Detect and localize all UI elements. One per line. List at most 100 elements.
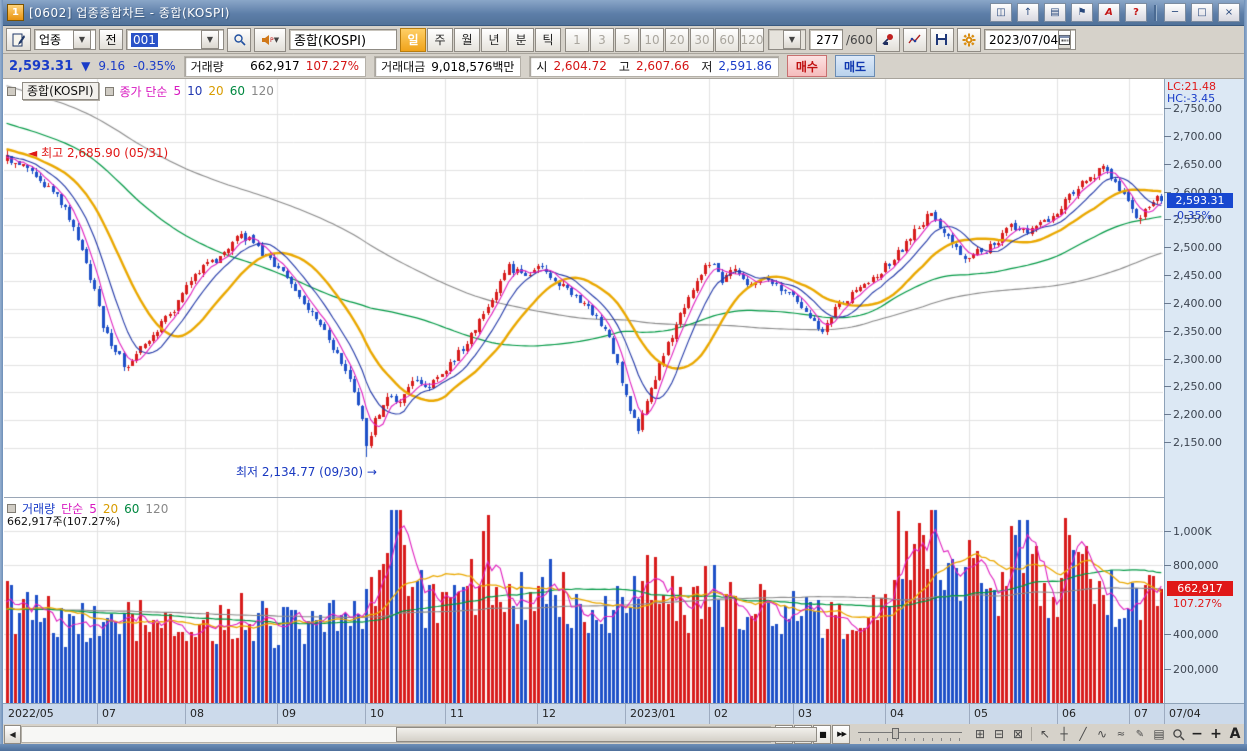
zoom-in-icon[interactable]: + — [1210, 726, 1222, 742]
drag-handle-icon[interactable] — [104, 86, 114, 96]
calendar-icon[interactable] — [1058, 30, 1072, 49]
zigzag-tool-icon[interactable]: ∿ — [1096, 727, 1108, 741]
scroll-left-button[interactable]: ◀ — [4, 724, 22, 744]
value-amount: 9,018,576백만 — [431, 59, 515, 74]
code-input[interactable]: 001 ▼ — [126, 29, 224, 50]
pane-separator — [4, 497, 1164, 498]
slider-track — [858, 731, 962, 733]
chevron-down-icon[interactable]: ▼ — [73, 30, 91, 49]
volume-tick-label: 1,000K — [1164, 525, 1212, 538]
settings-button[interactable] — [956, 27, 981, 52]
volume-series-label: 거래량 — [22, 502, 56, 516]
crosshair-tool-icon[interactable]: ┼ — [1060, 727, 1068, 741]
interval-120-button[interactable]: 120 — [740, 27, 764, 52]
interval-10-button[interactable]: 10 — [640, 27, 664, 52]
interval-select-disabled: ▼ — [768, 29, 806, 50]
x-tick-label: 03 — [793, 704, 885, 724]
series-title-button[interactable]: 종합(KOSPI) — [22, 82, 99, 100]
x-tick-label: 07 — [97, 704, 185, 724]
sell-button[interactable]: 매도 — [834, 55, 876, 77]
copy-screen-icon[interactable]: ▤ — [1044, 3, 1066, 22]
ma120-legend: 120 — [250, 84, 274, 98]
zoom-tool-icon[interactable] — [1170, 726, 1186, 742]
pattern-tool-icon[interactable]: ≈ — [1116, 728, 1126, 740]
annotate-tool-icon[interactable]: ✎ — [1135, 728, 1145, 740]
period-year-button[interactable]: 년 — [481, 27, 507, 52]
scrollbar-thumb[interactable] — [396, 726, 818, 742]
current-volume-badge: 662,917 — [1167, 581, 1233, 596]
drag-handle-icon[interactable] — [7, 86, 16, 96]
time-axis[interactable]: 2022/05 07 08 09 10 11 12 2023/01 02 03 … — [3, 703, 1244, 724]
period-day-button[interactable]: 일 — [400, 27, 426, 52]
font-setting-icon[interactable]: A — [1098, 3, 1120, 22]
interval-3-button[interactable]: 3 — [590, 27, 614, 52]
trendline-tool-icon[interactable]: ╱ — [1079, 727, 1087, 741]
chart-note-button[interactable] — [6, 28, 31, 51]
interval-20-button[interactable]: 20 — [665, 27, 689, 52]
compare-tool-button[interactable] — [875, 27, 900, 52]
stop-button[interactable]: ■ — [813, 724, 832, 744]
current-price: 2,593.31 — [9, 58, 74, 74]
main-chart-canvas[interactable] — [4, 79, 1163, 497]
x-tick-label: 08 — [185, 704, 277, 724]
period-month-button[interactable]: 월 — [454, 27, 480, 52]
chart-scrollbar[interactable] — [21, 725, 818, 743]
zoom-out-icon[interactable]: − — [1191, 726, 1203, 742]
floppy-icon — [936, 34, 948, 45]
speed-slider[interactable] — [858, 726, 962, 743]
forward-button[interactable]: ▶▶ — [832, 724, 851, 744]
window-number-icon: 1 — [7, 4, 24, 21]
minute-interval-group: 1 3 5 10 20 30 60 120 — [565, 27, 765, 52]
close-button[interactable]: × — [1218, 3, 1240, 22]
x-tick-label: 11 — [445, 704, 537, 724]
minimize-button[interactable]: ─ — [1164, 3, 1186, 22]
prev-button[interactable]: 전 — [99, 29, 123, 50]
drag-handle-icon[interactable] — [7, 504, 16, 513]
roll-up-icon[interactable]: ↑ — [1017, 3, 1039, 22]
price-tick-label: 2,700.00 — [1164, 130, 1222, 143]
help-icon[interactable]: ? — [1125, 3, 1147, 22]
index-name-field: 종합(KOSPI) — [289, 29, 397, 50]
date-field[interactable]: 2023/07/04 — [983, 29, 1076, 50]
category-select[interactable]: 업종 ▼ — [34, 29, 96, 50]
gear-icon — [962, 33, 976, 46]
buy-button[interactable]: 매수 — [786, 55, 827, 77]
speaker-icon: P — [261, 34, 274, 45]
interval-60-button[interactable]: 60 — [715, 27, 739, 52]
price-change-pct: -0.35% — [133, 59, 176, 73]
vol-ma60-legend: 60 — [124, 501, 140, 516]
period-minute-button[interactable]: 분 — [508, 27, 534, 52]
chart-image-icon[interactable]: ▤ — [1153, 727, 1165, 741]
x-tick-label: 04 — [885, 704, 969, 724]
window-cascade-icon[interactable]: ⊞ — [974, 727, 986, 741]
volume-label: 거래량 — [190, 59, 224, 74]
chevron-down-icon[interactable]: ▼ — [201, 30, 219, 49]
window-title: [0602] 업종종합차트 - 종합(KOSPI) — [29, 6, 230, 20]
split-view-icon[interactable]: ◫ — [990, 3, 1012, 22]
bar-count-input[interactable]: 277 — [809, 29, 843, 50]
interval-5-button[interactable]: 5 — [615, 27, 639, 52]
pin-icon[interactable]: ⚑ — [1071, 3, 1093, 22]
capture-region-icon[interactable]: ⊠ — [1012, 727, 1024, 741]
period-week-button[interactable]: 주 — [427, 27, 453, 52]
volume-chart-canvas[interactable] — [4, 498, 1163, 703]
price-axis[interactable]: LC:21.48 HC:-3.45 2,750.00 2,700.00 2,65… — [1164, 79, 1244, 703]
svg-text:P: P — [270, 37, 274, 44]
titlebar: 1 [0602] 업종종합차트 - 종합(KOSPI) ◫ ↑ ▤ ⚑ A ? … — [3, 0, 1244, 26]
vol-ma5-legend: 5 — [89, 501, 97, 516]
window-tile-icon[interactable]: ⊟ — [993, 727, 1005, 741]
voice-alert-button[interactable]: P ▼ — [254, 27, 286, 52]
code-search-button[interactable] — [227, 27, 251, 52]
maximize-button[interactable]: □ — [1191, 3, 1213, 22]
down-arrow-icon: ▼ — [81, 59, 91, 73]
interval-1-button[interactable]: 1 — [565, 27, 589, 52]
price-tick-label: 2,300.00 — [1164, 353, 1222, 366]
period-tick-button[interactable]: 틱 — [535, 27, 561, 52]
save-button[interactable] — [929, 27, 954, 52]
quote-bar: 2,593.31 ▼ 9.16 -0.35% 거래량 662,917 107.2… — [3, 54, 1244, 79]
font-size-icon[interactable]: A — [1229, 726, 1241, 742]
interval-30-button[interactable]: 30 — [690, 27, 714, 52]
pointer-tool-icon[interactable]: ↖ — [1039, 727, 1051, 741]
chart-edit-button[interactable] — [902, 27, 927, 52]
